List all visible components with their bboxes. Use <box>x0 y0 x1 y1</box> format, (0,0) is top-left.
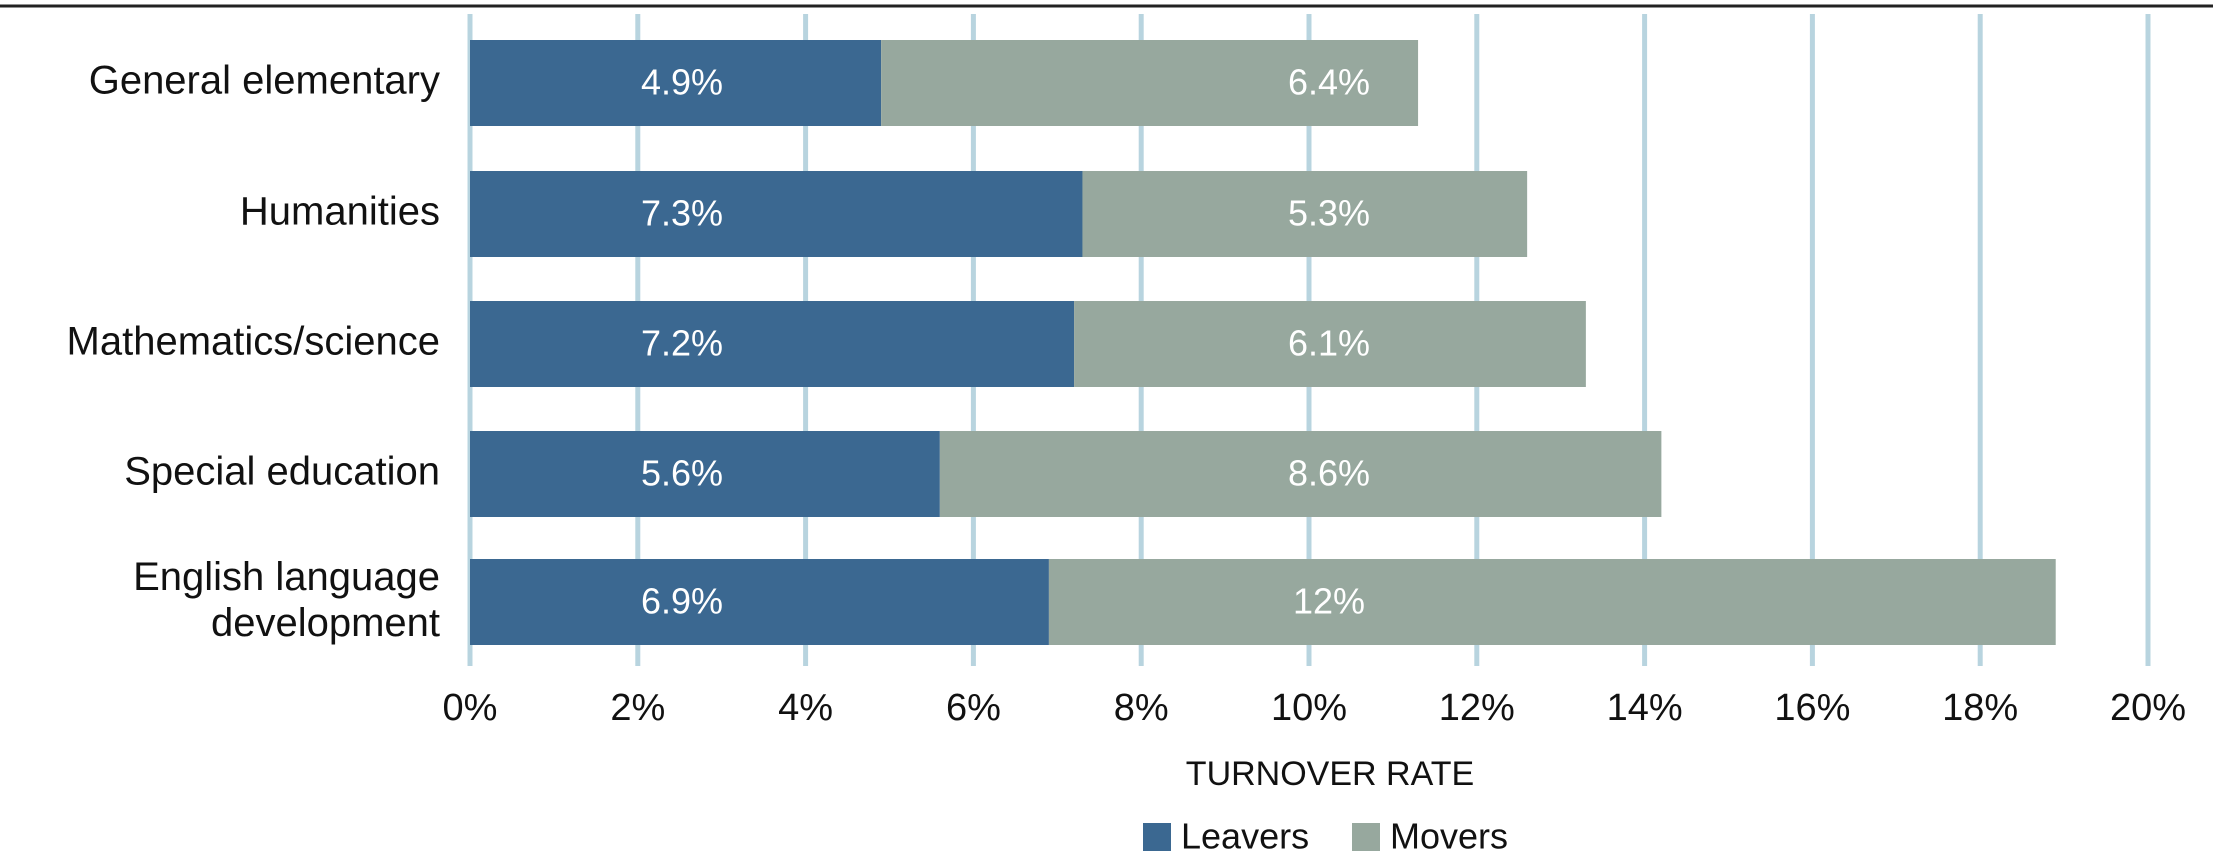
x-tick-label: 18% <box>1942 687 2018 729</box>
value-label: 5.6% <box>641 453 723 494</box>
legend-label: Movers <box>1390 816 1508 856</box>
bar-segment <box>470 431 940 517</box>
value-label: 7.3% <box>641 193 723 234</box>
category-label: Mathematics/science <box>67 320 440 364</box>
legend-label: Leavers <box>1181 816 1309 856</box>
value-label: 8.6% <box>1288 453 1370 494</box>
bar-segment <box>881 40 1419 126</box>
x-tick-label: 12% <box>1439 687 1515 729</box>
category-label: Humanities <box>240 190 440 234</box>
bar-segment <box>470 171 1083 257</box>
x-tick-label: 20% <box>2110 687 2186 729</box>
bar-segment <box>1082 171 1528 257</box>
value-label: 12% <box>1293 581 1365 622</box>
category-label: English language development <box>133 555 440 645</box>
legend-swatch <box>1143 823 1171 851</box>
bar-segment <box>470 301 1075 387</box>
category-label: Special education <box>124 450 440 494</box>
value-label: 6.4% <box>1288 62 1370 103</box>
x-tick-label: 4% <box>778 687 833 729</box>
bar-segment <box>939 431 1662 517</box>
bar-segment <box>470 559 1049 645</box>
value-label: 7.2% <box>641 323 723 364</box>
bar-segment <box>470 40 882 126</box>
value-label: 4.9% <box>641 62 723 103</box>
x-tick-label: 16% <box>1774 687 1850 729</box>
x-axis-title: TURNOVER RATE <box>1186 755 1474 793</box>
x-tick-label: 2% <box>610 687 665 729</box>
value-label: 6.1% <box>1288 323 1370 364</box>
x-tick-label: 8% <box>1114 687 1169 729</box>
value-label: 6.9% <box>641 581 723 622</box>
bar-segment <box>1074 301 1586 387</box>
value-label: 5.3% <box>1288 193 1370 234</box>
x-tick-label: 10% <box>1271 687 1347 729</box>
legend-swatch <box>1352 823 1380 851</box>
category-label: General elementary <box>89 59 440 103</box>
x-tick-label: 6% <box>946 687 1001 729</box>
x-tick-label: 14% <box>1607 687 1683 729</box>
bar-segment <box>1048 559 2056 645</box>
x-tick-label: 0% <box>443 687 498 729</box>
